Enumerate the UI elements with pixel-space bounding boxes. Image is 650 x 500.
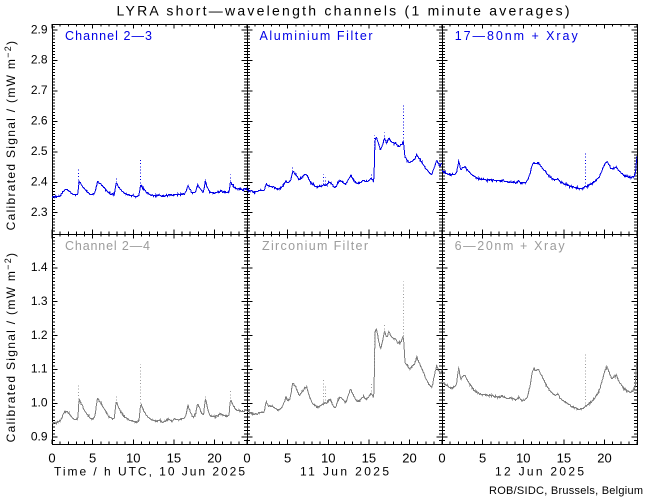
svg-text:2.3: 2.3 bbox=[31, 205, 48, 219]
svg-text:Calibrated Signal / (mW m−2): Calibrated Signal / (mW m−2) bbox=[3, 40, 18, 231]
svg-text:5: 5 bbox=[284, 451, 291, 466]
svg-text:11 Jun 2025: 11 Jun 2025 bbox=[300, 465, 389, 479]
svg-text:0: 0 bbox=[48, 451, 55, 466]
svg-text:2.8: 2.8 bbox=[31, 53, 48, 67]
svg-text:0: 0 bbox=[243, 451, 250, 466]
svg-text:1.0: 1.0 bbox=[31, 396, 48, 410]
svg-text:20: 20 bbox=[402, 451, 416, 466]
svg-text:2.5: 2.5 bbox=[31, 144, 48, 158]
svg-text:10: 10 bbox=[516, 451, 530, 466]
svg-text:17—80nm + Xray: 17—80nm + Xray bbox=[455, 29, 579, 43]
svg-text:Calibrated Signal / (mW m−2): Calibrated Signal / (mW m−2) bbox=[3, 252, 18, 443]
svg-text:5: 5 bbox=[89, 451, 96, 466]
svg-text:20: 20 bbox=[597, 451, 611, 466]
svg-text:ROB/SIDC, Brussels, Belgium: ROB/SIDC, Brussels, Belgium bbox=[489, 485, 643, 497]
svg-text:2.7: 2.7 bbox=[31, 83, 48, 97]
svg-text:Zirconium Filter: Zirconium Filter bbox=[262, 239, 368, 253]
svg-text:2.4: 2.4 bbox=[31, 174, 48, 188]
svg-text:6—20nm + Xray: 6—20nm + Xray bbox=[455, 239, 566, 253]
svg-text:15: 15 bbox=[167, 451, 181, 466]
svg-text:1.3: 1.3 bbox=[31, 294, 48, 308]
svg-text:0.9: 0.9 bbox=[31, 429, 48, 443]
svg-text:10: 10 bbox=[321, 451, 335, 466]
svg-text:15: 15 bbox=[362, 451, 376, 466]
svg-text:1.4: 1.4 bbox=[31, 260, 48, 274]
svg-text:LYRA short—wavelength channels: LYRA short—wavelength channels (1 minute… bbox=[117, 3, 570, 19]
svg-text:2.6: 2.6 bbox=[31, 114, 48, 128]
svg-text:2.9: 2.9 bbox=[31, 22, 48, 36]
svg-text:20: 20 bbox=[207, 451, 221, 466]
svg-text:Aluminium Filter: Aluminium Filter bbox=[260, 29, 373, 43]
svg-text:1.2: 1.2 bbox=[31, 328, 48, 342]
svg-text:15: 15 bbox=[557, 451, 571, 466]
svg-text:Channel 2—3: Channel 2—3 bbox=[65, 29, 152, 43]
svg-text:5: 5 bbox=[479, 451, 486, 466]
svg-text:10: 10 bbox=[126, 451, 140, 466]
svg-text:Channel 2—4: Channel 2—4 bbox=[65, 239, 150, 253]
svg-text:12 Jun 2025: 12 Jun 2025 bbox=[495, 465, 584, 479]
svg-text:Time / h UTC, 10 Jun 2025: Time / h UTC, 10 Jun 2025 bbox=[54, 465, 245, 479]
svg-text:0: 0 bbox=[438, 451, 445, 466]
svg-text:1.1: 1.1 bbox=[31, 362, 48, 376]
